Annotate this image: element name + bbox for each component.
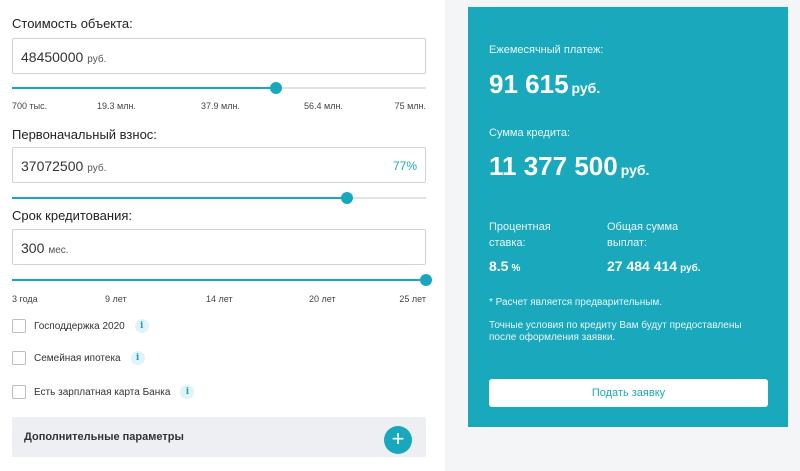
rate-label-line2: ставка: xyxy=(489,237,526,249)
plus-icon[interactable]: + xyxy=(384,426,412,454)
calculator-form: Стоимость объекта: 48450000 руб. 700 тыс.… xyxy=(0,0,445,471)
additional-params-label: Дополнительные параметры xyxy=(24,431,184,443)
property-cost-slider[interactable] xyxy=(12,82,426,94)
rate-value: 8.5 xyxy=(489,258,509,274)
rate-wrap: 8.5% xyxy=(489,258,520,274)
conditions-note: Точные условия по кредиту Вам будут пред… xyxy=(489,320,742,344)
gov-support-checkbox[interactable] xyxy=(12,319,26,333)
term-value-wrap: 300 мес. xyxy=(21,240,69,256)
salary-card-checkbox[interactable] xyxy=(12,385,26,399)
family-mortgage-checkbox[interactable] xyxy=(12,351,26,365)
tick-label: 700 тыс. xyxy=(12,101,48,111)
tick-label: 19.3 млн. xyxy=(97,101,136,111)
tick-label: 37.9 млн. xyxy=(201,101,240,111)
preliminary-note: * Расчет является предварительным. xyxy=(489,297,663,308)
down-payment-slider-fill xyxy=(12,197,348,199)
property-cost-input[interactable]: 48450000 руб. xyxy=(12,38,426,74)
down-payment-slider[interactable] xyxy=(12,192,426,204)
monthly-payment-label: Ежемесячный платеж: xyxy=(489,44,604,56)
tick-label: 25 лет xyxy=(399,294,426,304)
term-slider[interactable] xyxy=(12,274,432,286)
down-payment-value-wrap: 37072500 руб. xyxy=(21,158,106,174)
monthly-payment-value: 91 615 xyxy=(489,69,569,99)
gov-support-label: Господдержка 2020 xyxy=(34,320,125,332)
monthly-payment-wrap: 91 615 руб. xyxy=(489,69,600,100)
info-icon[interactable]: i xyxy=(134,319,149,333)
tick-label: 56.4 млн. xyxy=(304,101,343,111)
property-cost-slider-handle[interactable] xyxy=(270,82,283,94)
down-payment-label: Первоначальный взнос: xyxy=(12,127,157,142)
rate-label-line1: Процентная xyxy=(489,221,551,233)
results-panel: Ежемесячный платеж: 91 615 руб. Сумма кре… xyxy=(468,7,788,427)
rate-unit: % xyxy=(511,263,521,274)
family-mortgage-label: Семейная ипотека xyxy=(34,352,121,364)
term-slider-fill xyxy=(12,279,426,281)
loan-amount-wrap: 11 377 500 руб. xyxy=(489,151,649,182)
property-cost-unit: руб. xyxy=(87,54,107,65)
total-payments-label: Общая сумма выплат: xyxy=(607,219,678,251)
property-cost-value-wrap: 48450000 руб. xyxy=(21,49,106,65)
total-label-line2: выплат: xyxy=(607,237,648,249)
info-icon[interactable]: i xyxy=(130,351,145,365)
loan-amount-value: 11 377 500 xyxy=(489,151,618,181)
conditions-note-line1: Точные условия по кредиту Вам будут пред… xyxy=(489,320,742,331)
total-payments-wrap: 27 484 414 руб. xyxy=(607,258,701,274)
currency-label: руб. xyxy=(680,263,701,274)
currency-label: руб. xyxy=(620,162,650,178)
option-family-mortgage[interactable]: Семейная ипотека i xyxy=(12,350,145,366)
down-payment-slider-handle[interactable] xyxy=(341,192,354,204)
term-value: 300 xyxy=(21,240,45,256)
additional-params-section[interactable]: Дополнительные параметры + xyxy=(12,417,426,457)
option-salary-card[interactable]: Есть зарплатная карта Банка i xyxy=(12,384,195,400)
rate-label: Процентная ставка: xyxy=(489,219,551,251)
tick-label: 75 млн. xyxy=(394,101,426,111)
term-input[interactable]: 300 мес. xyxy=(12,229,426,265)
total-label-line1: Общая сумма xyxy=(607,221,679,233)
salary-card-label: Есть зарплатная карта Банка xyxy=(34,386,171,398)
total-payments-value: 27 484 414 xyxy=(607,258,678,274)
apply-button[interactable]: Подать заявку xyxy=(489,379,768,407)
tick-label: 14 лет xyxy=(206,294,233,304)
info-icon[interactable]: i xyxy=(180,385,195,399)
currency-label: руб. xyxy=(571,80,601,96)
property-cost-value: 48450000 xyxy=(21,49,84,65)
conditions-note-line2: после оформления заявки. xyxy=(489,332,616,343)
property-cost-slider-fill xyxy=(12,87,277,89)
term-slider-handle[interactable] xyxy=(420,274,432,286)
term-label: Срок кредитования: xyxy=(12,208,132,223)
loan-amount-label: Сумма кредита: xyxy=(489,127,571,139)
down-payment-unit: руб. xyxy=(87,163,107,174)
term-unit: мес. xyxy=(48,245,69,256)
option-gov-support[interactable]: Господдержка 2020 i xyxy=(12,318,149,334)
tick-label: 3 года xyxy=(12,294,38,304)
down-payment-input[interactable]: 37072500 руб. 77% xyxy=(12,147,426,183)
tick-label: 20 лет xyxy=(309,294,336,304)
down-payment-value: 37072500 xyxy=(21,158,84,174)
property-cost-label: Стоимость объекта: xyxy=(12,16,133,31)
tick-label: 9 лет xyxy=(105,294,127,304)
down-payment-percent: 77% xyxy=(392,159,417,173)
